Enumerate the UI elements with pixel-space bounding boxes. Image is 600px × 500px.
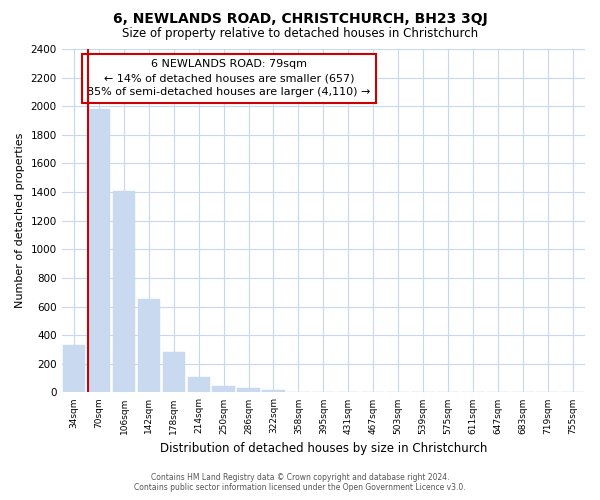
Bar [88, 109, 110, 393]
Y-axis label: Number of detached properties: Number of detached properties [15, 133, 25, 308]
Bar [262, 390, 285, 392]
Text: Size of property relative to detached houses in Christchurch: Size of property relative to detached ho… [122, 28, 478, 40]
Bar [137, 300, 160, 392]
Text: 6, NEWLANDS ROAD, CHRISTCHURCH, BH23 3QJ: 6, NEWLANDS ROAD, CHRISTCHURCH, BH23 3QJ [113, 12, 487, 26]
Bar [188, 378, 210, 392]
Text: Contains HM Land Registry data © Crown copyright and database right 2024.
Contai: Contains HM Land Registry data © Crown c… [134, 473, 466, 492]
Bar [163, 352, 185, 393]
Text: 6 NEWLANDS ROAD: 79sqm
← 14% of detached houses are smaller (657)
85% of semi-de: 6 NEWLANDS ROAD: 79sqm ← 14% of detached… [88, 60, 371, 98]
Bar [113, 190, 135, 392]
Bar [238, 388, 260, 392]
X-axis label: Distribution of detached houses by size in Christchurch: Distribution of detached houses by size … [160, 442, 487, 455]
Bar [63, 345, 85, 393]
Bar [212, 386, 235, 392]
